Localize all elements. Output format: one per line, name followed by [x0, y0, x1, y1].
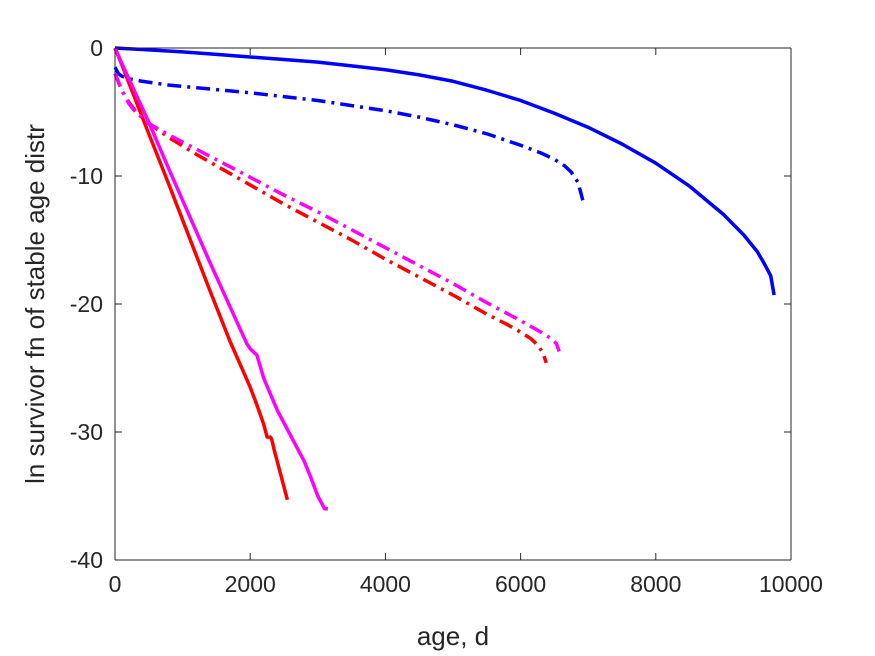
y-tick-label: -20	[70, 291, 103, 317]
series-line-6	[113, 72, 561, 352]
series-line-3	[113, 47, 290, 501]
x-tick-label: 2000	[225, 571, 276, 597]
x-tick-label: 4000	[360, 571, 411, 597]
series-line-2	[113, 66, 585, 201]
x-tick-label: 8000	[630, 571, 681, 597]
y-tick-label: 0	[90, 35, 103, 61]
series-line-4	[113, 72, 548, 364]
x-axis-title: age, d	[417, 621, 489, 651]
y-tick-label: -10	[70, 163, 103, 189]
y-tick-label: -40	[70, 547, 103, 573]
y-tick-label: -30	[70, 419, 103, 445]
y-axis-title: ln survivor fn of stable age distr	[20, 124, 50, 484]
x-tick-label: 0	[109, 571, 122, 597]
x-tick-label: 6000	[495, 571, 546, 597]
x-tick-label: 10000	[759, 571, 823, 597]
ticks: 0 2000 4000 6000 8000 10000 0 -10 -20 -30 -40	[70, 35, 823, 597]
series-line-1	[114, 46, 776, 296]
series-layer	[113, 46, 776, 511]
